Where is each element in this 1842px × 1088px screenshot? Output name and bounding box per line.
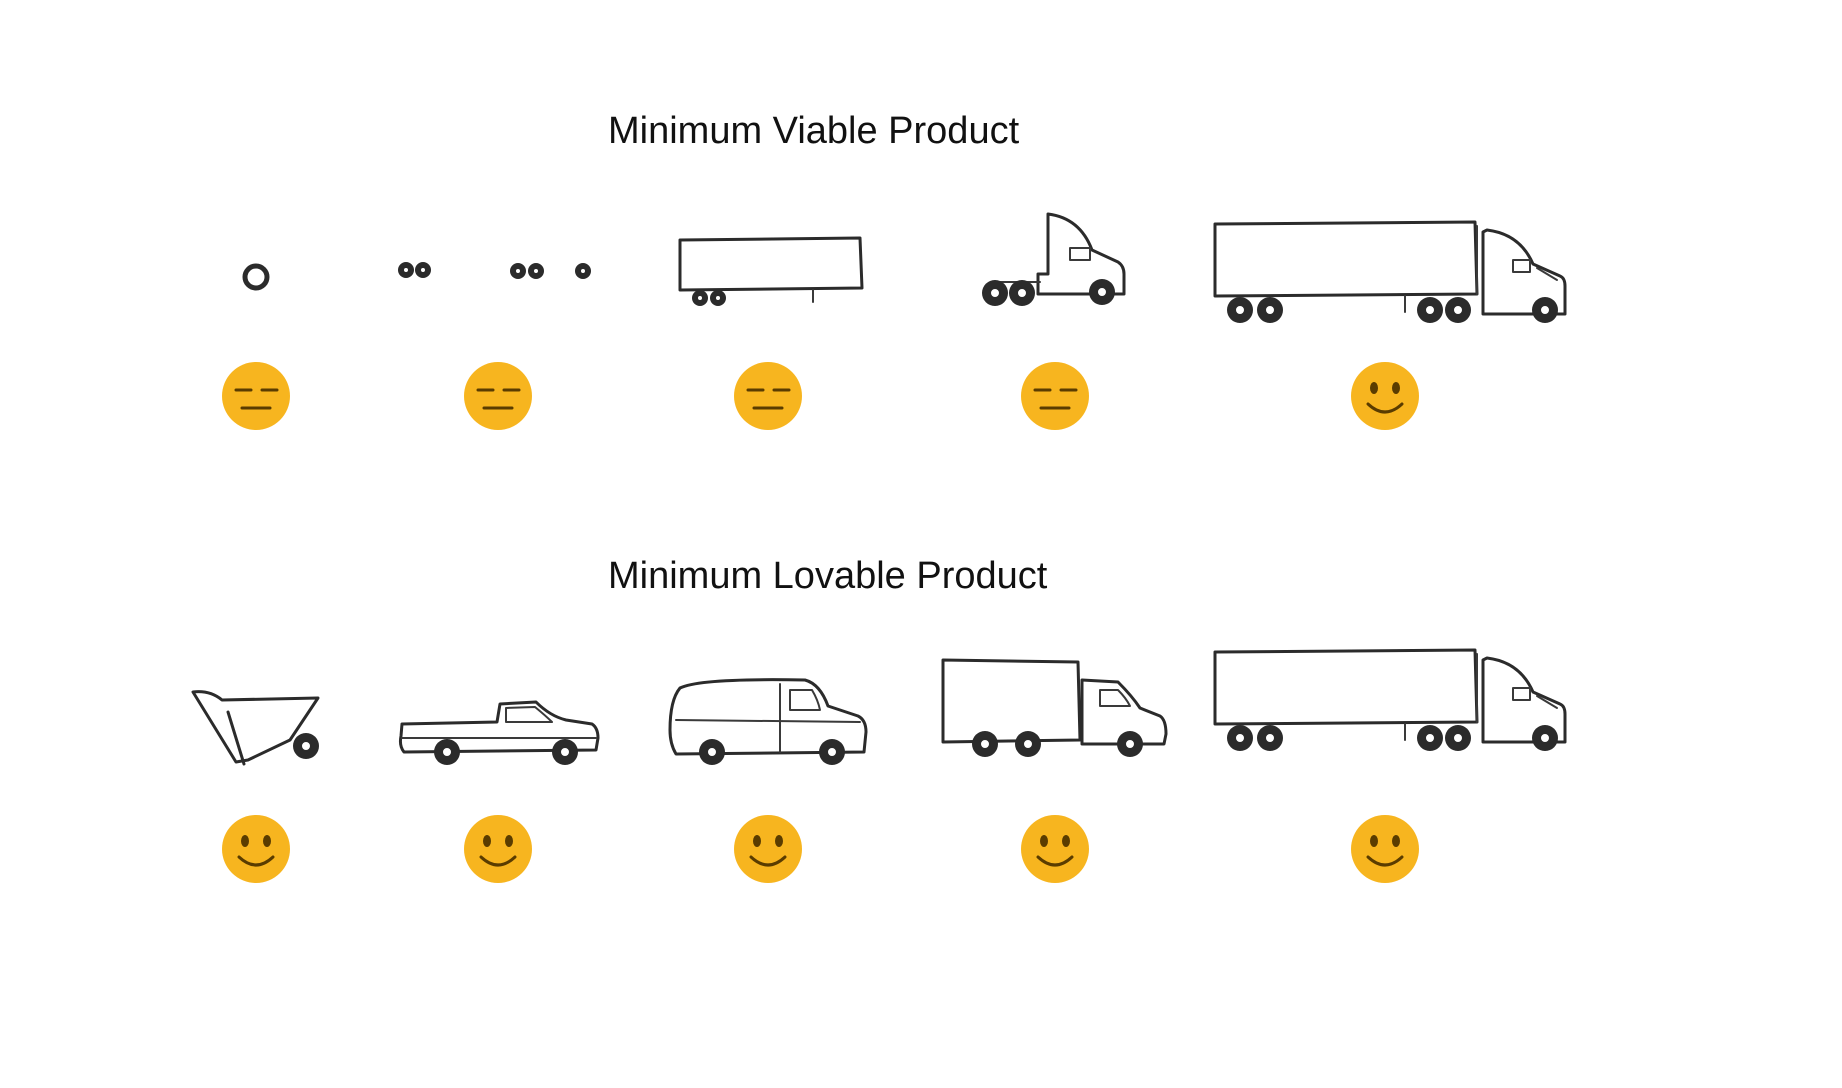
mvp-face-2-neutral-icon: [462, 360, 534, 432]
mlp-step-5-semi-truck: [1215, 650, 1565, 751]
mlp-face-4-happy-icon: [1019, 813, 1091, 885]
mlp-face-5-happy-icon: [1349, 813, 1421, 885]
mvp-step-3-trailer: [678, 236, 864, 307]
mvp-step-2-wheels: [397, 261, 592, 280]
mvp-step-5-semi-truck: [1215, 222, 1565, 323]
mlp-step-2-pickup-truck: [398, 700, 600, 766]
mlp-title: Minimum Lovable Product: [608, 555, 1048, 597]
mlp-face-2-happy-icon: [462, 813, 534, 885]
mvp-face-1-neutral-icon: [220, 360, 292, 432]
mlp-face-1-happy-icon: [220, 813, 292, 885]
mlp-face-3-happy-icon: [732, 813, 804, 885]
mvp-face-5-happy-icon: [1349, 360, 1421, 432]
mvp-title: Minimum Viable Product: [608, 110, 1020, 152]
mvp-step-4-tractor-cab: [981, 212, 1126, 307]
mlp-step-1-wheelbarrow: [191, 690, 320, 766]
mvp-face-3-neutral-icon: [732, 360, 804, 432]
mlp-step-4-box-truck: [941, 658, 1168, 758]
mlp-step-3-van: [668, 678, 868, 766]
mvp-face-4-neutral-icon: [1019, 360, 1091, 432]
mvp-step-1-single-wheel: [242, 263, 270, 291]
